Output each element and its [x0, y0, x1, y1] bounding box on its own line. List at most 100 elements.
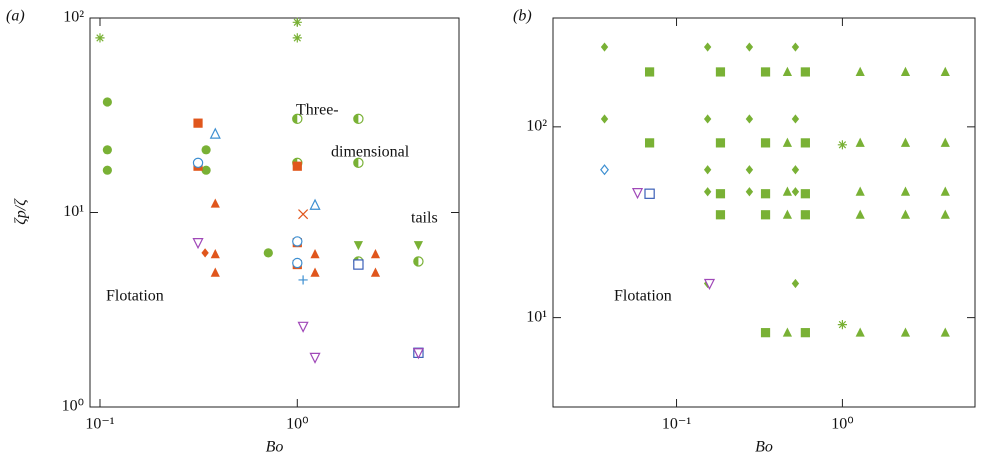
marker: [298, 209, 309, 220]
marker: [644, 67, 655, 77]
marker: [855, 66, 865, 76]
marker: [210, 249, 220, 259]
marker: [353, 241, 363, 251]
marker: [855, 327, 865, 337]
marker: [760, 328, 771, 338]
marker: [715, 67, 726, 77]
marker: [791, 165, 800, 175]
marker: [631, 188, 644, 200]
marker: [800, 328, 810, 338]
marker: [353, 113, 364, 125]
marker: [210, 267, 220, 277]
marker: [370, 249, 381, 259]
marker: [782, 186, 793, 196]
panel-label: (a): [6, 8, 25, 25]
x-tick-label: 10⁻¹: [662, 416, 691, 433]
marker: [791, 187, 800, 197]
marker: [782, 137, 793, 147]
marker: [192, 238, 204, 250]
marker: [855, 186, 865, 196]
marker: [800, 67, 810, 77]
plot-frame: [552, 17, 976, 408]
marker: [703, 187, 712, 197]
y-axis-label: ζp/ζ: [13, 198, 30, 225]
marker: [292, 113, 303, 125]
marker: [310, 267, 320, 277]
marker: [600, 164, 609, 176]
marker: [782, 66, 793, 76]
marker: [209, 127, 221, 139]
marker: [837, 140, 848, 150]
marker: [760, 210, 771, 220]
marker: [940, 66, 950, 76]
marker: [370, 267, 381, 277]
y-tick-label: 10¹: [63, 203, 84, 220]
marker: [309, 352, 321, 364]
annotation: dimensional: [331, 144, 410, 161]
annotation: Flotation: [106, 288, 164, 305]
marker: [940, 209, 950, 219]
x-axis-label: Bo: [755, 439, 773, 456]
marker: [745, 165, 754, 175]
marker: [201, 248, 209, 258]
marker: [292, 236, 303, 247]
marker: [201, 165, 211, 175]
marker: [703, 165, 712, 175]
marker: [703, 114, 712, 124]
marker: [760, 67, 771, 77]
marker: [353, 157, 364, 169]
marker: [292, 161, 302, 171]
marker: [413, 256, 424, 267]
y-tick-label: 10¹: [526, 308, 547, 325]
marker-fill: [353, 114, 359, 124]
marker: [715, 138, 726, 148]
marker: [900, 186, 911, 196]
marker: [760, 189, 771, 199]
marker: [309, 198, 321, 210]
marker: [900, 209, 911, 219]
marker: [297, 321, 309, 333]
marker: [900, 137, 911, 147]
marker: [413, 241, 424, 251]
marker: [644, 138, 655, 148]
marker: [292, 17, 302, 27]
marker: [745, 114, 754, 124]
y-tick-label: 10²: [63, 9, 84, 26]
marker-fill: [353, 158, 359, 168]
marker: [940, 327, 950, 337]
marker: [703, 278, 716, 291]
marker: [102, 165, 112, 175]
annotation: Flotation: [614, 288, 672, 305]
marker: [102, 145, 112, 155]
marker: [102, 97, 112, 107]
marker: [192, 157, 204, 169]
marker: [855, 209, 865, 219]
marker: [940, 137, 950, 147]
x-tick-label: 10⁻¹: [85, 416, 114, 433]
marker: [292, 257, 303, 269]
panel-label: (b): [513, 8, 532, 25]
marker: [900, 66, 911, 76]
marker: [353, 259, 364, 270]
marker: [800, 210, 810, 220]
marker: [263, 248, 273, 258]
marker: [940, 186, 950, 196]
x-tick-label: 10⁰: [286, 416, 308, 433]
marker: [715, 210, 726, 220]
marker: [900, 327, 911, 337]
marker: [644, 188, 655, 199]
marker: [201, 145, 211, 155]
marker: [412, 348, 424, 360]
annotation: Three-: [296, 102, 339, 119]
y-tick-label: 10²: [526, 118, 547, 135]
marker: [210, 198, 220, 208]
marker: [715, 189, 726, 199]
plot-frame: [89, 17, 460, 408]
marker: [298, 275, 308, 285]
marker: [791, 114, 800, 124]
annotation: tails: [411, 210, 438, 227]
marker: [600, 42, 609, 52]
marker: [193, 118, 203, 128]
y-tick-label: 10⁰: [62, 398, 84, 415]
x-axis-label: Bo: [266, 439, 284, 456]
